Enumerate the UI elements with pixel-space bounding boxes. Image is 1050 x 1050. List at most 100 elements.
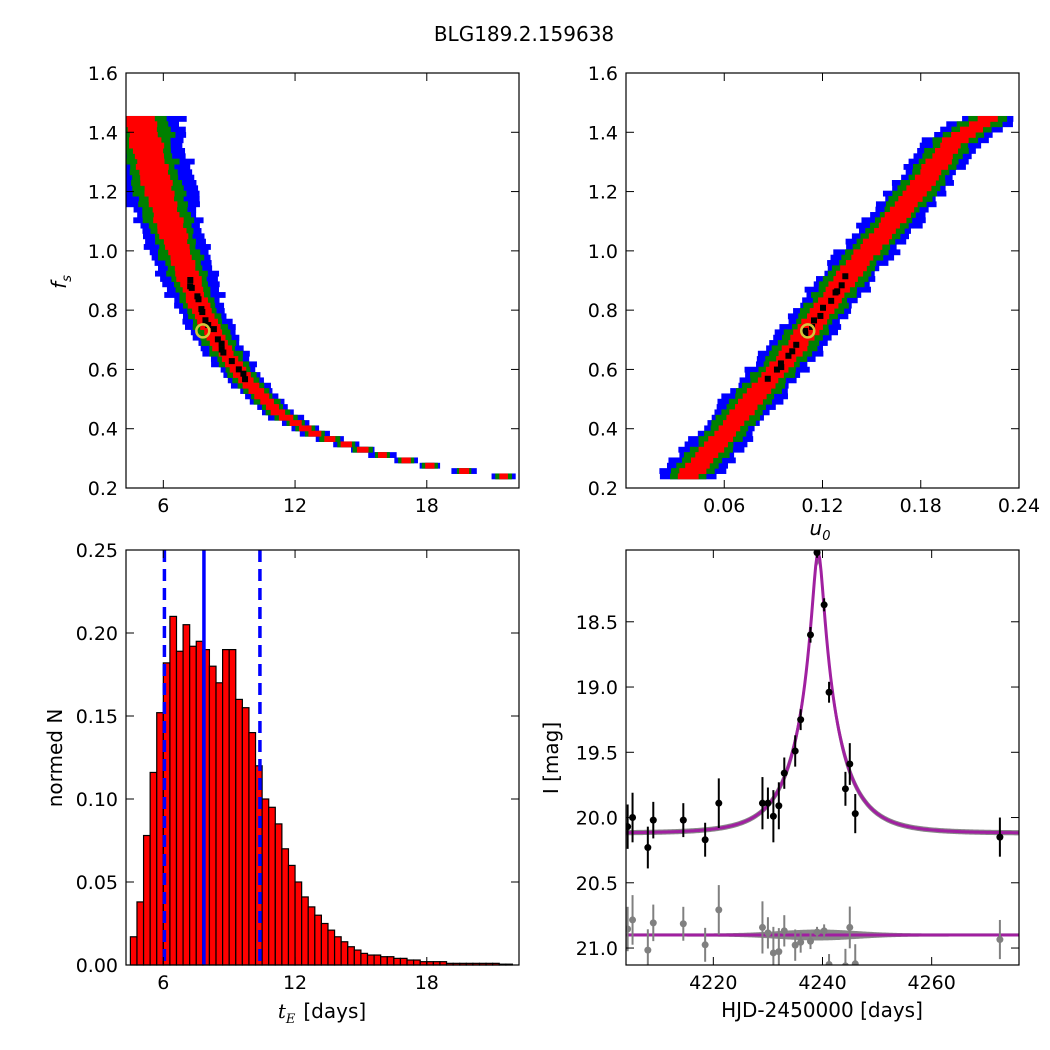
p1-band-inner (324, 436, 336, 442)
y-axis-label-fs: fs (47, 275, 75, 289)
te-histogram-xtick-label: 12 (283, 972, 307, 994)
histogram-bar (149, 771, 158, 966)
p2-band-inner (878, 222, 900, 229)
p2-band-inner (906, 185, 932, 192)
p2-band-inner (880, 217, 907, 224)
p2-band-inner (889, 206, 915, 213)
histogram-bar (274, 823, 283, 966)
te-histogram-ytick-label: 0.15 (76, 706, 118, 728)
p1-band-inner (140, 180, 173, 186)
lightcurve-xtick-label: 4260 (907, 972, 955, 994)
p2-band-inner (940, 142, 961, 149)
data-point (825, 688, 833, 696)
p2-best-pixel (828, 297, 835, 304)
p1-band-inner (127, 126, 157, 133)
histogram-bar (222, 648, 230, 966)
te-histogram-xtick-label: 6 (157, 972, 169, 994)
figure-title: BLG189.2.159638 (434, 22, 614, 46)
p2-best-pixel (793, 341, 800, 348)
p1-band-inner (139, 169, 168, 176)
residual-point (825, 960, 833, 965)
p2-best-pixel (778, 364, 785, 371)
p2-band-inner (941, 137, 969, 144)
p2-band-inner (868, 233, 893, 240)
histogram-bar (320, 922, 329, 966)
fs-vs-te-ytick-label: 0.2 (88, 478, 118, 500)
p1-band-inner (170, 254, 192, 261)
p2-band-inner (677, 473, 699, 480)
p2-band-inner (726, 414, 750, 421)
p2-best-pixel (777, 360, 784, 367)
histogram-bar (366, 954, 375, 966)
residual-point (758, 923, 766, 931)
histogram-bar (182, 624, 191, 966)
p1-band-inner (270, 409, 286, 416)
p2-best-pixel (817, 312, 824, 319)
lightcurve-ytick-label: 20.5 (576, 873, 618, 895)
p1-band-inner (157, 222, 184, 229)
plot-area-lightcurve (626, 550, 1019, 965)
fs-vs-u0-ytick-label: 1.0 (588, 241, 618, 263)
residual-point (775, 948, 783, 956)
histogram-bar (142, 834, 151, 966)
residual-point (701, 941, 709, 949)
data-point (758, 799, 766, 807)
te-histogram-ytick-label: 0.05 (76, 872, 118, 894)
residual-point (842, 962, 849, 965)
residual-point (813, 928, 821, 936)
histogram-bar (156, 712, 164, 966)
p1-band-inner (187, 302, 211, 309)
p1-best-pixel (210, 326, 217, 333)
p2-best-pixel (834, 288, 841, 295)
histogram-bar (129, 936, 138, 966)
histogram-bar (333, 936, 342, 966)
p1-band-inner (260, 398, 274, 405)
p1-band-inner (126, 115, 155, 122)
p1-band-inner (459, 468, 470, 474)
histogram-bar (215, 682, 224, 966)
p2-band-inner (776, 356, 797, 362)
histogram-bar (301, 896, 309, 966)
p2-band-inner (920, 169, 942, 176)
histogram-bar (373, 954, 382, 966)
histogram-bar (380, 956, 388, 966)
residual-point (820, 927, 828, 935)
p2-band-inner (695, 452, 719, 458)
histogram-bar (406, 959, 415, 966)
histogram-bar (360, 952, 369, 966)
residual-point (644, 946, 652, 954)
p2-band-inner (790, 334, 815, 341)
axes-frame-te-histogram (125, 549, 520, 966)
ticks-fs-vs-te: 6 12 18 0.2 0.4 0.6 0.8 1.0 1.2 1.4 1.6 (88, 63, 519, 517)
fs-vs-te-xtick-label: 6 (157, 495, 169, 517)
fs-vs-te-ytick-label: 0.6 (88, 359, 118, 381)
histogram-bar (248, 731, 257, 966)
data-point (769, 812, 777, 820)
x-axis-label-te-unit: [days] (303, 999, 366, 1023)
p2-band-inner (853, 249, 881, 256)
data-point (813, 550, 821, 557)
p2-best-fit-marker (800, 323, 816, 339)
p1-band-inner (126, 121, 158, 128)
plot-area-fs-vs-u0 (659, 115, 1014, 480)
p2-band-inner (845, 260, 870, 266)
lightcurve-xtick-label: 4220 (689, 972, 737, 994)
p2-band-inner (742, 393, 767, 400)
p1-band-inner (137, 158, 165, 165)
fs-vs-u0-ytick-label: 0.6 (588, 359, 618, 381)
p1-best-pixel (198, 306, 205, 313)
histogram-bar (175, 650, 184, 966)
data-point (780, 769, 788, 777)
p2-band-inner (951, 131, 976, 138)
residual-point (679, 920, 687, 928)
data-point (806, 631, 814, 639)
histogram-bar (294, 881, 303, 966)
p2-best-pixel (764, 375, 771, 382)
p1-band-inner (289, 420, 302, 426)
te-histogram-xtick-label: 18 (415, 972, 439, 994)
lightcurve-ytick-label: 20.0 (576, 808, 618, 830)
p1-band-inner (157, 228, 187, 234)
histogram-bar (399, 957, 408, 966)
fs-vs-te-ytick-label: 1.2 (88, 182, 118, 204)
data-point (626, 823, 632, 831)
